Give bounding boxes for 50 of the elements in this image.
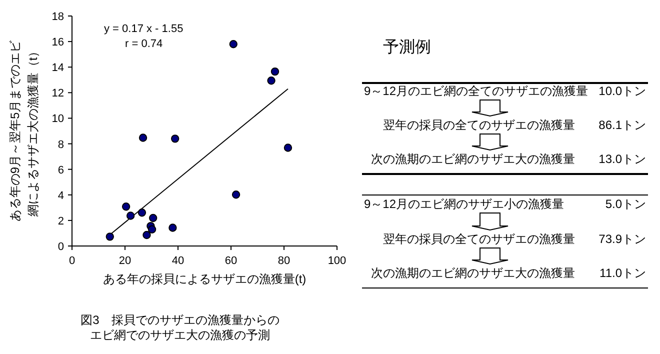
point: [270, 67, 280, 76]
text: 86.1トン: [598, 118, 646, 132]
point: [142, 230, 151, 240]
text: 翌年の採貝の全てのサザエの漁獲量: [383, 118, 575, 132]
annotation: y = 0.17 x - 1.55: [104, 23, 184, 35]
y-tick-label: 16: [52, 36, 64, 49]
y-tick-label: 2: [58, 215, 64, 228]
point: [138, 208, 146, 217]
point: [284, 144, 292, 152]
point: [170, 134, 180, 143]
y-tick-label: 18: [52, 11, 64, 23]
text: 予測例: [383, 38, 431, 56]
text: 11.0トン: [600, 266, 646, 280]
x-tick-label: 0: [68, 255, 76, 267]
y-tick-label: 10: [52, 113, 64, 126]
x-tick-label: 20: [118, 255, 132, 267]
point: [148, 225, 156, 234]
point: [267, 76, 276, 85]
caption: 図3 採貝でのサザエの漁獲量からの: [80, 313, 280, 327]
x-axis-title: ある年の採貝によるサザエの漁獲量(t): [102, 272, 306, 286]
y-tick-label: 12: [52, 88, 64, 100]
text: 翌年の採貝の全てのサザエの漁獲量: [383, 232, 575, 246]
y-tick-label: 14: [52, 62, 64, 74]
point: [229, 40, 238, 48]
y-axis-title: ある年の9月～翌年5月までのエビ網によるサザエ大の漁獲量（t）: [8, 39, 40, 222]
point: [126, 212, 135, 220]
annotation: r = 0.74: [125, 38, 163, 50]
text: エビ網でのサザエ大の漁獲の予測: [90, 328, 270, 342]
x-tick-label: 80: [278, 255, 290, 267]
y-tick-label: 8: [58, 138, 64, 151]
text: 9～12月のエビ網の全てのサザエの漁獲量: [364, 84, 588, 98]
text: 9～12月のエビ網のサザエ小の漁獲量: [364, 197, 564, 211]
point: [138, 134, 148, 142]
text: 次の漁期のエビ網のサザエ大の漁獲量: [371, 152, 575, 166]
y-tick-label: 0: [58, 241, 64, 253]
x-tick-label: 100: [328, 255, 346, 267]
text: 13.0トン: [598, 152, 646, 166]
y-tick-label: 6: [58, 164, 64, 176]
point: [232, 190, 240, 199]
text: 73.9トン: [598, 232, 646, 246]
point: [148, 214, 158, 222]
text: 10.0トン: [598, 84, 646, 98]
y-tick-label: 4: [58, 190, 64, 202]
text: 5.0トン: [605, 197, 646, 211]
x-tick-label: 40: [172, 255, 184, 267]
point: [122, 202, 130, 211]
text: 次の漁期のエビ網のサザエ大の漁獲量: [371, 266, 575, 280]
point: [106, 232, 114, 241]
x-tick-label: 60: [224, 255, 238, 267]
point: [168, 224, 177, 232]
